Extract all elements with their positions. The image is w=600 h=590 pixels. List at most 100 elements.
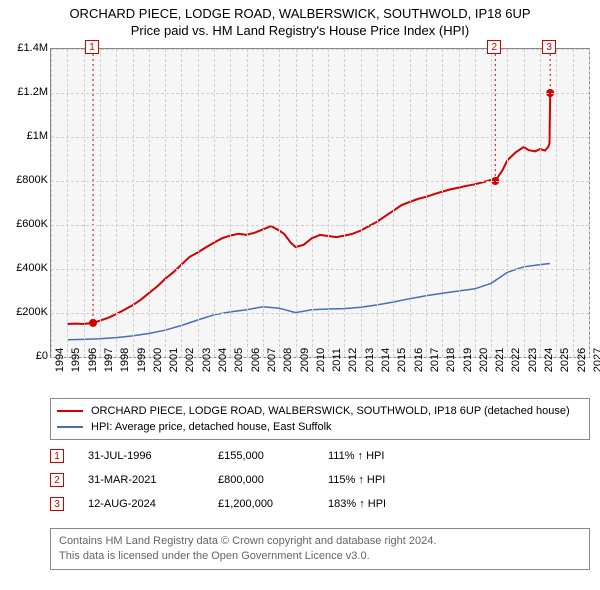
y-axis-label: £200K: [4, 306, 48, 318]
x-axis-label: 2025: [559, 348, 571, 372]
event-hpi-2: 183% ↑ HPI: [328, 498, 386, 510]
marker-number-box: 2: [487, 40, 501, 54]
legend-label-0: ORCHARD PIECE, LODGE ROAD, WALBERSWICK, …: [91, 405, 570, 417]
x-axis-label: 2019: [462, 348, 474, 372]
x-axis-label: 1995: [70, 348, 82, 372]
x-axis-label: 1998: [119, 348, 131, 372]
x-axis-label: 2016: [413, 348, 425, 372]
gridline-v: [230, 49, 231, 357]
gridline-v: [100, 49, 101, 357]
x-axis-label: 2024: [543, 348, 555, 372]
titles: ORCHARD PIECE, LODGE ROAD, WALBERSWICK, …: [0, 0, 600, 38]
gridline-v: [279, 49, 280, 357]
event-row-2: 3 12-AUG-2024 £1,200,000 183% ↑ HPI: [50, 492, 590, 516]
x-axis-label: 1994: [54, 348, 66, 372]
y-axis-label: £1M: [4, 130, 48, 142]
x-axis-label: 2017: [429, 348, 441, 372]
gridline-v: [426, 49, 427, 357]
gridline-v: [524, 49, 525, 357]
event-price-0: £155,000: [218, 450, 328, 462]
gridline-v: [507, 49, 508, 357]
y-axis-label: £0: [4, 350, 48, 362]
x-axis-label: 2008: [282, 348, 294, 372]
x-axis-label: 2023: [527, 348, 539, 372]
event-price-1: £800,000: [218, 474, 328, 486]
y-axis-label: £1.2M: [4, 86, 48, 98]
x-axis-label: 1996: [87, 348, 99, 372]
legend-item-0: ORCHARD PIECE, LODGE ROAD, WALBERSWICK, …: [57, 403, 583, 419]
gridline-v: [491, 49, 492, 357]
gridline-v: [540, 49, 541, 357]
footer-line-2: This data is licensed under the Open Gov…: [59, 549, 581, 564]
x-axis-label: 2005: [233, 348, 245, 372]
y-axis-label: £600K: [4, 218, 48, 230]
marker-number-box: 1: [85, 40, 99, 54]
x-axis-label: 2014: [380, 348, 392, 372]
x-axis-label: 2022: [510, 348, 522, 372]
x-axis-label: 1999: [136, 348, 148, 372]
x-axis-label: 2006: [250, 348, 262, 372]
marker-number-box: 3: [542, 40, 556, 54]
x-axis-label: 2021: [494, 348, 506, 372]
gridline-v: [459, 49, 460, 357]
gridline-v: [344, 49, 345, 357]
attribution-footer: Contains HM Land Registry data © Crown c…: [50, 528, 590, 570]
event-hpi-1: 115% ↑ HPI: [328, 474, 385, 486]
gridline-v: [116, 49, 117, 357]
y-axis-label: £1.4M: [4, 42, 48, 54]
x-axis-label: 2003: [201, 348, 213, 372]
gridline-v: [67, 49, 68, 357]
gridline-v: [475, 49, 476, 357]
x-axis-label: 2026: [576, 348, 588, 372]
x-axis-label: 2000: [152, 348, 164, 372]
plot-area: [50, 48, 590, 358]
chart-container: ORCHARD PIECE, LODGE ROAD, WALBERSWICK, …: [0, 0, 600, 590]
event-row-0: 1 31-JUL-1996 £155,000 111% ↑ HPI: [50, 444, 590, 468]
legend-label-1: HPI: Average price, detached house, East…: [91, 421, 332, 433]
x-axis-label: 2020: [478, 348, 490, 372]
gridline-v: [312, 49, 313, 357]
x-axis-label: 2013: [364, 348, 376, 372]
gridline-v: [589, 49, 590, 357]
gridline-v: [556, 49, 557, 357]
x-axis-label: 2012: [347, 348, 359, 372]
legend-item-1: HPI: Average price, detached house, East…: [57, 419, 583, 435]
legend-swatch-1: [57, 426, 83, 428]
x-axis-label: 2027: [592, 348, 600, 372]
x-axis-label: 2001: [168, 348, 180, 372]
gridline-v: [361, 49, 362, 357]
gridline-v: [442, 49, 443, 357]
legend: ORCHARD PIECE, LODGE ROAD, WALBERSWICK, …: [50, 398, 590, 440]
gridline-v: [51, 49, 52, 357]
y-axis-label: £800K: [4, 174, 48, 186]
gridline-v: [377, 49, 378, 357]
event-marker-0: 1: [50, 449, 64, 463]
gridline-v: [263, 49, 264, 357]
chart-subtitle: Price paid vs. HM Land Registry's House …: [0, 23, 600, 38]
x-axis-label: 2004: [217, 348, 229, 372]
gridline-v: [296, 49, 297, 357]
y-axis-label: £400K: [4, 262, 48, 274]
chart-title: ORCHARD PIECE, LODGE ROAD, WALBERSWICK, …: [0, 6, 600, 21]
event-date-0: 31-JUL-1996: [88, 450, 218, 462]
x-axis-label: 2015: [396, 348, 408, 372]
x-axis-label: 2009: [299, 348, 311, 372]
event-row-1: 2 31-MAR-2021 £800,000 115% ↑ HPI: [50, 468, 590, 492]
gridline-v: [165, 49, 166, 357]
gridline-v: [410, 49, 411, 357]
x-axis-label: 2018: [445, 348, 457, 372]
gridline-v: [181, 49, 182, 357]
x-axis-label: 2011: [331, 348, 343, 372]
gridline-v: [133, 49, 134, 357]
footer-line-1: Contains HM Land Registry data © Crown c…: [59, 534, 581, 549]
x-axis-label: 2002: [184, 348, 196, 372]
gridline-v: [393, 49, 394, 357]
event-hpi-0: 111% ↑ HPI: [328, 450, 384, 462]
event-date-1: 31-MAR-2021: [88, 474, 218, 486]
gridline-v: [328, 49, 329, 357]
event-marker-1: 2: [50, 473, 64, 487]
legend-swatch-0: [57, 410, 83, 412]
series-line: [67, 93, 550, 324]
events-table: 1 31-JUL-1996 £155,000 111% ↑ HPI 2 31-M…: [50, 444, 590, 516]
gridline-v: [84, 49, 85, 357]
